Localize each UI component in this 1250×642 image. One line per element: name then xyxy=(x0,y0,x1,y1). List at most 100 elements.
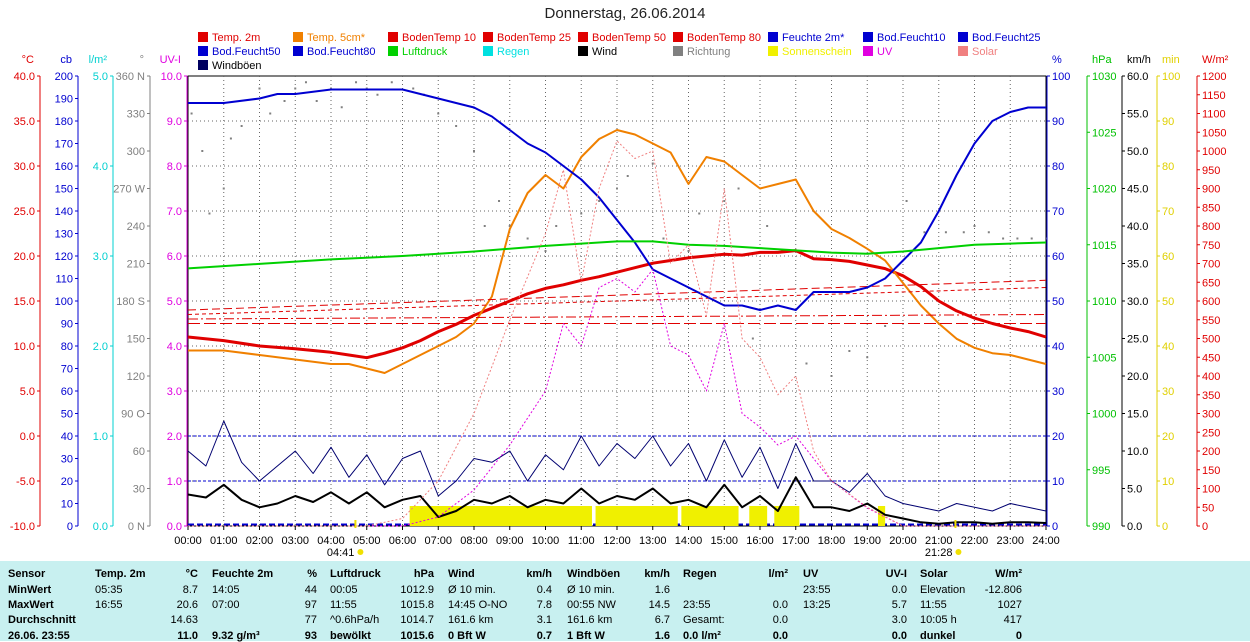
table-header-cell: % xyxy=(307,568,317,580)
direction-point xyxy=(455,125,458,127)
table-cell: 97 xyxy=(304,599,317,611)
x-tick-label: 06:00 xyxy=(389,535,417,547)
legend-label: Temp. 2m xyxy=(212,32,261,44)
legend-label: BodenTemp 80 xyxy=(687,32,761,44)
left-tick-label: 120 xyxy=(127,371,145,383)
table-header-cell: Regen xyxy=(683,568,717,580)
table-cell: 0.4 xyxy=(536,584,552,596)
x-tick-label: 16:00 xyxy=(746,535,774,547)
right-axis-unit: W/m² xyxy=(1202,54,1229,66)
table-cell: 16:55 xyxy=(95,599,123,611)
right-tick-label: 20.0 xyxy=(1127,371,1148,383)
left-tick-label: -5.0 xyxy=(16,476,35,488)
right-tick-label: 900 xyxy=(1202,184,1220,196)
table-cell: 44 xyxy=(304,584,317,596)
left-tick-label: 20.0 xyxy=(14,251,35,263)
right-tick-label: 30 xyxy=(1162,386,1174,398)
direction-point xyxy=(483,225,486,227)
left-tick-label: 9.0 xyxy=(167,116,182,128)
direction-point xyxy=(944,231,947,234)
table-cell: 93 xyxy=(304,630,317,642)
right-tick-label: 1050 xyxy=(1202,127,1226,139)
right-tick-label: 100 xyxy=(1162,71,1180,83)
table-cell: 10:05 h xyxy=(920,614,957,626)
left-tick-label: 80 xyxy=(61,341,73,353)
legend-label: Richtung xyxy=(687,46,731,58)
table-cell: 161.6 km xyxy=(567,614,613,626)
right-tick-label: 100 xyxy=(1202,484,1220,496)
direction-point xyxy=(848,350,851,352)
x-tick-label: 20:00 xyxy=(889,535,917,547)
right-tick-label: 1020 xyxy=(1092,184,1116,196)
right-tick-label: 1100 xyxy=(1202,109,1226,121)
table-cell: Gesamt: xyxy=(683,614,725,626)
table-cell: MinWert xyxy=(8,584,52,596)
left-tick-label: 100 xyxy=(55,296,73,308)
x-tick-label: 11:00 xyxy=(568,535,595,547)
sunshine-block xyxy=(774,506,800,526)
legend-item: Luftdruck xyxy=(388,46,447,58)
direction-point xyxy=(598,200,601,202)
legend-item: BodenTemp 25 xyxy=(483,32,571,44)
legend-swatch xyxy=(768,32,778,42)
table-cell: 1 Bft W xyxy=(567,630,605,642)
right-tick-label: 800 xyxy=(1202,221,1220,233)
direction-point xyxy=(751,337,754,340)
legend-label: Bod.Feucht10 xyxy=(877,32,946,44)
legend-item: Sonnenschein xyxy=(768,46,852,58)
weather-chart: °C 40.0 35.0 30.0 25.0 20.0 15.0 10.0 5.0 0.0 -5.0… xyxy=(10,54,1229,559)
legend-item: BodenTemp 50 xyxy=(578,32,666,44)
legend-swatch xyxy=(483,32,493,42)
legend-label: Bod.Feucht25 xyxy=(972,32,1041,44)
left-tick-label: 170 xyxy=(55,139,73,151)
table-cell: 1027 xyxy=(997,599,1022,611)
left-tick-label: 180 S xyxy=(116,296,145,308)
left-tick-label: 50 xyxy=(61,409,73,421)
direction-point xyxy=(962,231,965,234)
sunset-marker xyxy=(955,549,962,555)
table-cell: 5.7 xyxy=(891,599,907,611)
right-tick-label: 250 xyxy=(1202,427,1220,439)
legend-swatch xyxy=(293,46,303,56)
right-tick-label: 400 xyxy=(1202,371,1220,383)
x-tick-label: 13:00 xyxy=(639,535,667,547)
table-cell: 1014.7 xyxy=(400,614,434,626)
direction-point xyxy=(526,237,529,240)
right-tick-label: 0 xyxy=(1052,521,1058,533)
right-tick-label: 150 xyxy=(1202,465,1220,477)
direction-point xyxy=(905,200,908,202)
series-line xyxy=(187,240,1047,270)
direction-point xyxy=(737,187,740,190)
x-tick-label: 10:00 xyxy=(532,535,560,547)
direction-point xyxy=(698,212,701,215)
left-tick-label: 15.0 xyxy=(14,296,35,308)
table-cell: 14:05 xyxy=(212,584,240,596)
x-tick-label: 15:00 xyxy=(710,535,738,547)
direction-point xyxy=(294,87,297,90)
x-tick-label: 22:00 xyxy=(961,535,989,547)
left-tick-label: 180 xyxy=(55,116,73,128)
table-cell: Ø 10 min. xyxy=(448,584,496,596)
direction-point xyxy=(766,225,769,227)
right-tick-label: 500 xyxy=(1202,334,1220,346)
table-header-cell: UV-I xyxy=(885,568,907,580)
left-tick-label: 5.0 xyxy=(93,71,108,83)
right-tick-label: 15.0 xyxy=(1127,409,1148,421)
legend-item: Temp. 2m xyxy=(198,32,260,44)
right-tick-label: 700 xyxy=(1202,259,1220,271)
right-tick-label: 350 xyxy=(1202,390,1220,402)
direction-point xyxy=(304,81,307,84)
direction-point xyxy=(315,100,318,102)
right-tick-label: 1000 xyxy=(1202,146,1226,158)
direction-point xyxy=(555,225,558,227)
table-header-cell: Solar xyxy=(920,568,948,580)
table-cell: 7.8 xyxy=(536,599,552,611)
legend-swatch xyxy=(578,46,588,56)
left-tick-label: 0.0 xyxy=(93,521,108,533)
legend-label: BodenTemp 25 xyxy=(497,32,571,44)
table-cell: 0.0 xyxy=(891,584,907,596)
right-tick-label: 70 xyxy=(1162,206,1174,218)
table-cell: 14:45 O-NO xyxy=(448,599,508,611)
right-tick-label: 650 xyxy=(1202,277,1220,289)
series-line xyxy=(187,279,1047,311)
